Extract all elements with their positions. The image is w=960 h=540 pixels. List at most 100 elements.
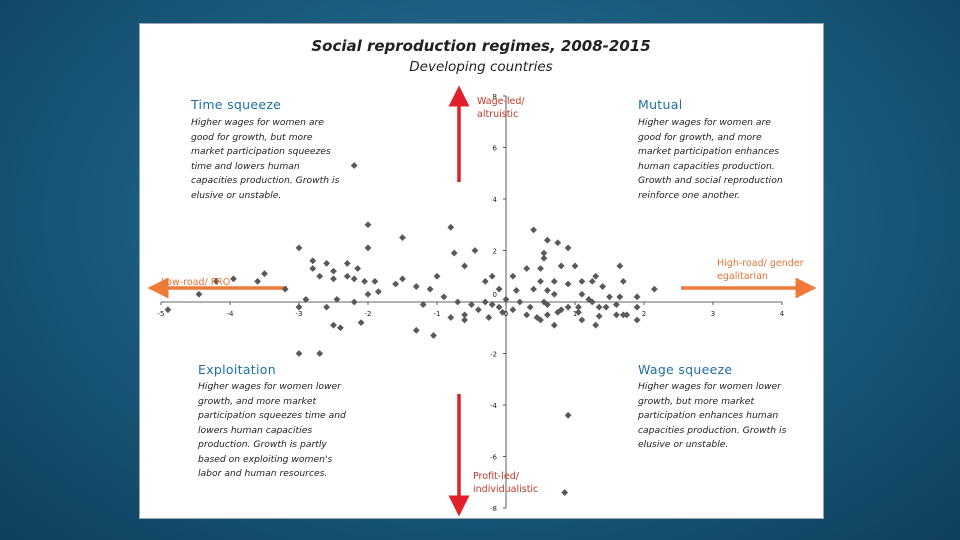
data-point (502, 296, 510, 303)
data-point (526, 303, 534, 311)
data-point (537, 278, 544, 285)
data-point (330, 275, 337, 283)
data-point (623, 311, 631, 319)
data-point (485, 314, 493, 321)
data-point (440, 293, 448, 301)
data-point (164, 306, 172, 314)
data-point (354, 265, 362, 272)
data-point (578, 278, 586, 285)
chart-subtitle: Developing countries (409, 59, 552, 75)
y-tick-label: 8 (493, 93, 497, 101)
data-point (592, 321, 600, 329)
data-point (212, 278, 220, 285)
data-point (433, 272, 441, 280)
data-point (430, 332, 437, 339)
data-point (540, 254, 548, 262)
data-point (544, 287, 551, 294)
data-point (330, 267, 337, 275)
data-point (447, 314, 455, 321)
data-point (254, 278, 261, 285)
x-tick-label: -5 (158, 310, 165, 318)
quadrant-text-time-squeeze: Higher wages for women are good for grow… (191, 117, 340, 201)
data-point (475, 306, 482, 314)
y-tick-label: -6 (490, 454, 498, 462)
data-point (426, 285, 434, 293)
data-point (557, 306, 565, 314)
data-point (613, 311, 620, 319)
data-point (523, 265, 531, 272)
y-tick-label: 6 (493, 145, 498, 153)
quadrant-title-exploitation: Exploitation (198, 362, 276, 377)
data-point (633, 303, 641, 311)
quadrant-title-wage-squeeze: Wage squeeze (638, 362, 733, 377)
data-point (343, 272, 351, 280)
data-point (616, 293, 624, 301)
quadrant-text-exploitation: Higher wages for women lower growth, and… (198, 381, 346, 479)
y-tick-label: -2 (490, 351, 497, 359)
data-point (371, 278, 379, 285)
data-point (323, 259, 330, 267)
data-point (357, 319, 365, 326)
quadrant-title-time-squeeze: Time squeeze (191, 97, 282, 112)
axis-label-wage-led: Wage-led/ altruistic (477, 96, 525, 120)
data-point (575, 308, 582, 316)
data-point (537, 316, 544, 324)
x-tick-label: 1 (573, 310, 577, 318)
data-point (544, 236, 551, 244)
y-tick-label: -8 (490, 505, 497, 513)
data-point (595, 303, 603, 311)
data-point (571, 262, 579, 270)
data-point (461, 262, 468, 270)
data-point (495, 303, 503, 311)
data-point (550, 278, 558, 285)
data-point (602, 303, 610, 311)
quadrant-text-mutual: Higher wages for women are good for grow… (638, 117, 783, 201)
quadrant-text-wage-squeeze: Higher wages for women lower growth, but… (638, 381, 787, 450)
data-point (564, 244, 572, 252)
data-point (578, 316, 586, 324)
data-point (333, 296, 341, 303)
data-point (509, 272, 517, 280)
quadrant-title-mutual: Mutual (638, 97, 683, 112)
data-point (544, 311, 551, 319)
slide-panel: Social reproduction regimes, 2008-2015 D… (139, 23, 824, 519)
data-point (554, 239, 562, 247)
y-tick-label: -4 (490, 402, 498, 410)
data-point (575, 303, 582, 311)
data-point (564, 280, 572, 288)
data-point (302, 296, 310, 303)
axis-label-low-road: Low-road/ FRO (161, 277, 231, 288)
data-point (550, 290, 558, 298)
data-point (550, 321, 558, 329)
data-point (557, 262, 565, 270)
data-point (523, 311, 531, 319)
data-point (633, 316, 641, 324)
data-point (295, 350, 303, 357)
data-point (530, 285, 537, 293)
x-tick-label: 4 (780, 310, 785, 318)
data-point (281, 285, 289, 293)
data-point (364, 244, 372, 252)
data-point (447, 223, 455, 231)
data-point (330, 321, 337, 329)
data-point (364, 221, 372, 229)
data-point (350, 162, 358, 169)
data-point (412, 326, 420, 334)
x-tick-label: 2 (642, 310, 646, 318)
data-point (412, 283, 420, 290)
data-point (454, 298, 462, 306)
x-tick-label: -3 (296, 310, 303, 318)
data-point (561, 489, 569, 496)
data-point (592, 272, 600, 280)
data-point (461, 311, 468, 319)
data-point (650, 285, 658, 293)
data-point (468, 301, 475, 308)
chart-title: Social reproduction regimes, 2008-2015 (311, 37, 650, 55)
data-point (309, 257, 317, 265)
data-point (540, 249, 548, 257)
data-point (619, 278, 627, 285)
data-point (316, 350, 324, 357)
data-point (295, 244, 303, 252)
data-point (316, 272, 324, 280)
data-point (544, 301, 551, 308)
